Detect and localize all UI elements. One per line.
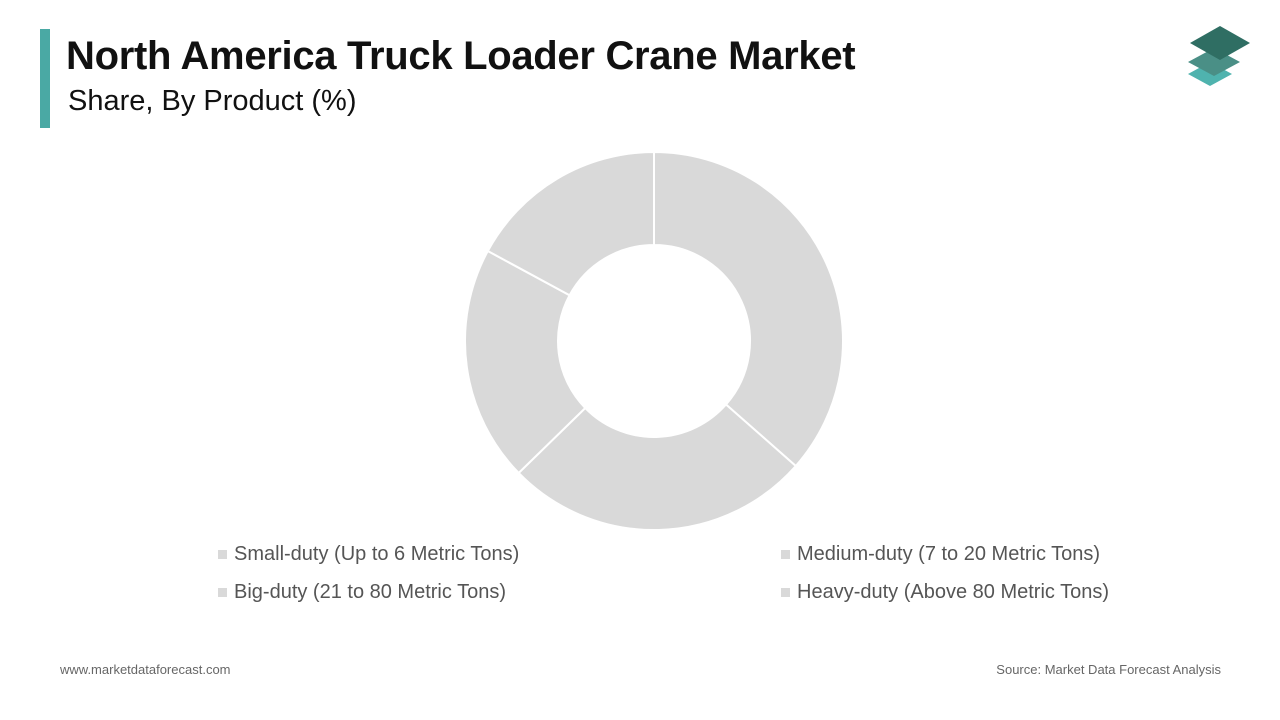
- legend-label: Small-duty (Up to 6 Metric Tons): [234, 543, 520, 565]
- donut-slice-1: [653, 150, 844, 468]
- chart-subtitle: Share, By Product (%): [68, 85, 357, 117]
- logo-icon: [1188, 26, 1250, 86]
- legend-item: Big-duty (21 to 80 Metric Tons): [218, 581, 506, 604]
- legend-item: Heavy-duty (Above 80 Metric Tons): [781, 581, 1109, 604]
- legend-swatch: [781, 550, 790, 559]
- legend-swatch: [218, 550, 227, 559]
- website-label: www.marketdataforecast.com: [60, 662, 231, 677]
- source-label: Source: Market Data Forecast Analysis: [996, 662, 1221, 677]
- donut-slice-3: [464, 249, 587, 475]
- legend-label: Heavy-duty (Above 80 Metric Tons): [797, 581, 1109, 603]
- legend-label: Big-duty (21 to 80 Metric Tons): [234, 581, 506, 603]
- legend-item: Small-duty (Up to 6 Metric Tons): [218, 543, 519, 566]
- donut-slice-4: [486, 150, 655, 297]
- legend-item: Medium-duty (7 to 20 Metric Tons): [781, 543, 1100, 566]
- donut-slice-2: [517, 403, 798, 531]
- legend-label: Medium-duty (7 to 20 Metric Tons): [797, 543, 1101, 565]
- legend-swatch: [781, 588, 790, 597]
- chart-title: North America Truck Loader Crane Market: [66, 34, 856, 78]
- legend-swatch: [218, 588, 227, 597]
- title-accent-bar: [40, 29, 50, 128]
